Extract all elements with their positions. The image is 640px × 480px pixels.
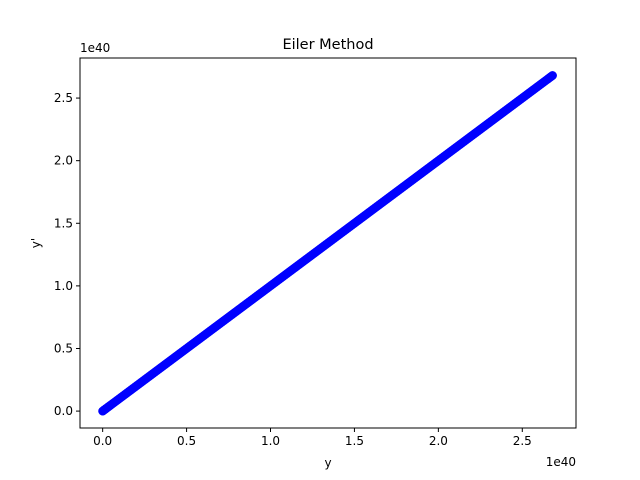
y-tick-label: 1.5 xyxy=(54,216,73,230)
scatter-point xyxy=(548,71,557,80)
x-tick-label: 0.0 xyxy=(93,434,112,448)
y-tick-label: 0.5 xyxy=(54,341,73,355)
x-tick-label: 0.5 xyxy=(177,434,196,448)
plot-area xyxy=(79,57,577,429)
y-tick-label: 1.0 xyxy=(54,279,73,293)
y-tick-label: 0.0 xyxy=(54,404,73,418)
x-axis-offset-label: 1e40 xyxy=(546,455,576,469)
axes-frame xyxy=(79,57,577,429)
y-tick-label: 2.0 xyxy=(54,154,73,168)
chart-title: Eiler Method xyxy=(282,37,373,53)
scatter-markers xyxy=(98,71,557,416)
x-tick-label: 2.0 xyxy=(429,434,448,448)
x-tick-label: 2.5 xyxy=(513,434,532,448)
y-axis-offset-label: 1e40 xyxy=(80,41,110,55)
y-axis-label: y' xyxy=(29,238,43,248)
x-axis-label: y xyxy=(324,456,331,470)
x-tick-label: 1.0 xyxy=(261,434,280,448)
y-tick-label: 2.5 xyxy=(54,91,73,105)
x-tick-label: 1.5 xyxy=(345,434,364,448)
x-axis-ticks: 0.0 0.5 1.0 1.5 2.0 2.5 xyxy=(93,428,532,448)
y-axis-ticks: 0.0 0.5 1.0 1.5 2.0 2.5 xyxy=(54,91,80,418)
